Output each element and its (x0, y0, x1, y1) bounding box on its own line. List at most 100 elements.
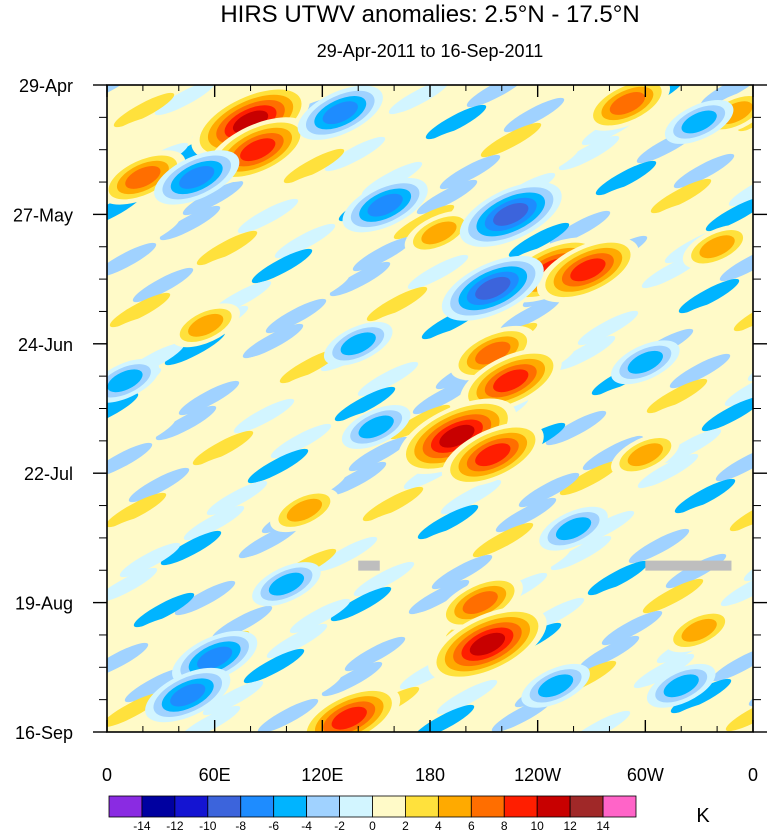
stripe (107, 492, 167, 528)
positive-anomaly-cell (682, 224, 752, 269)
stripe (183, 505, 245, 541)
stripe (417, 504, 479, 540)
stripe (201, 355, 263, 391)
stripe (637, 453, 699, 489)
contour-level (240, 138, 276, 162)
stripe (600, 285, 662, 321)
contour-level (170, 683, 206, 707)
stripe (466, 85, 528, 108)
contour-level (609, 92, 646, 115)
positive-anomaly-cell (404, 210, 474, 255)
colorbar-label: -2 (334, 819, 345, 833)
stripe (592, 685, 654, 721)
stripe (755, 592, 774, 636)
stripe (509, 547, 571, 583)
stripe (596, 485, 658, 521)
stripe (348, 436, 410, 472)
stripe (330, 586, 392, 622)
stripe (237, 198, 299, 234)
stripe (711, 646, 753, 682)
stripe (558, 135, 620, 171)
contour-level (268, 572, 305, 596)
colorbar-label: 4 (435, 819, 442, 833)
stripe (508, 222, 570, 258)
x-axis: 0 60E 120E 180 120W 60W 0 (102, 85, 758, 785)
contour-level (469, 632, 506, 656)
negative-anomaly-cell (145, 667, 231, 723)
y-tick-label: 16-Sep (15, 723, 73, 743)
contour-level (493, 202, 529, 226)
contour-level (475, 276, 511, 300)
stripe (107, 642, 149, 678)
colorbar-label: 2 (402, 819, 409, 833)
y-tick-label: 29-Apr (19, 76, 73, 96)
stripe (178, 380, 240, 416)
colorbar: -14 -12 -10 -8 -6 -4 -2 0 2 4 6 8 10 12 14 (108, 795, 637, 833)
stripe (233, 398, 295, 434)
x-tick-label: 60E (199, 765, 231, 785)
stripe (110, 617, 172, 653)
colorbar-swatch (306, 795, 340, 818)
stripe (107, 392, 139, 428)
stripe (440, 479, 502, 515)
negative-anomaly-cell (611, 340, 680, 385)
positive-anomaly-cell (459, 348, 562, 414)
stripe (700, 85, 753, 107)
y-axis: 29-Apr 27-May 24-Jun 22-Jul 19-Aug 16-Sep (13, 76, 767, 743)
positive-anomaly-cell (107, 150, 186, 205)
x-tick-label: 120E (301, 765, 343, 785)
stripe (670, 678, 732, 714)
stripe (394, 529, 456, 565)
stripe (289, 598, 351, 634)
stripe (107, 517, 144, 553)
stripe (754, 267, 774, 311)
stripe (119, 542, 181, 578)
stripe (549, 210, 611, 246)
colorbar-swatch (174, 795, 209, 818)
negative-anomaly-cell (521, 663, 590, 708)
negative-anomaly-cell (664, 100, 734, 144)
contour-level (439, 424, 475, 448)
stripe (288, 273, 350, 309)
stripe (628, 528, 690, 564)
contour-level (493, 369, 529, 393)
stripe (499, 297, 561, 333)
positive-anomaly-cell (611, 432, 680, 477)
contour-level (286, 498, 323, 522)
negative-anomaly-cell (154, 150, 240, 205)
negative-anomaly-cell (297, 85, 383, 140)
stripe (517, 147, 579, 183)
colorbar-swatch (569, 795, 604, 818)
stripe (159, 205, 221, 241)
stripe (357, 361, 419, 397)
contour-level (627, 443, 663, 467)
stripe (283, 148, 345, 184)
stripe (388, 85, 450, 115)
stripe (572, 185, 634, 221)
stripe (324, 136, 386, 172)
stripe (243, 648, 305, 684)
stripe (633, 653, 695, 689)
chart-title: HIRS UTWV anomalies: 2.5°N - 17.5°N (220, 1, 639, 28)
stripe (728, 171, 753, 207)
negative-anomaly-cell (341, 405, 411, 449)
colorbar-swatch (141, 795, 176, 818)
stripe (274, 223, 336, 259)
stripe (436, 679, 498, 715)
stripe (107, 317, 148, 353)
stripe (402, 129, 464, 165)
positive-anomaly-cell (397, 398, 517, 474)
stripe (495, 497, 557, 533)
stripe (734, 621, 753, 657)
stripe (518, 472, 580, 508)
colorbar-label: 6 (468, 819, 475, 833)
stripe (413, 704, 475, 732)
colorbar-label: -6 (268, 819, 279, 833)
stripe (669, 353, 731, 389)
missing-segment (358, 560, 380, 571)
positive-anomaly-cell (171, 303, 240, 348)
stripe (720, 571, 753, 607)
stripe (623, 403, 685, 439)
stripe (196, 230, 258, 266)
negative-anomaly-cell (323, 321, 393, 366)
